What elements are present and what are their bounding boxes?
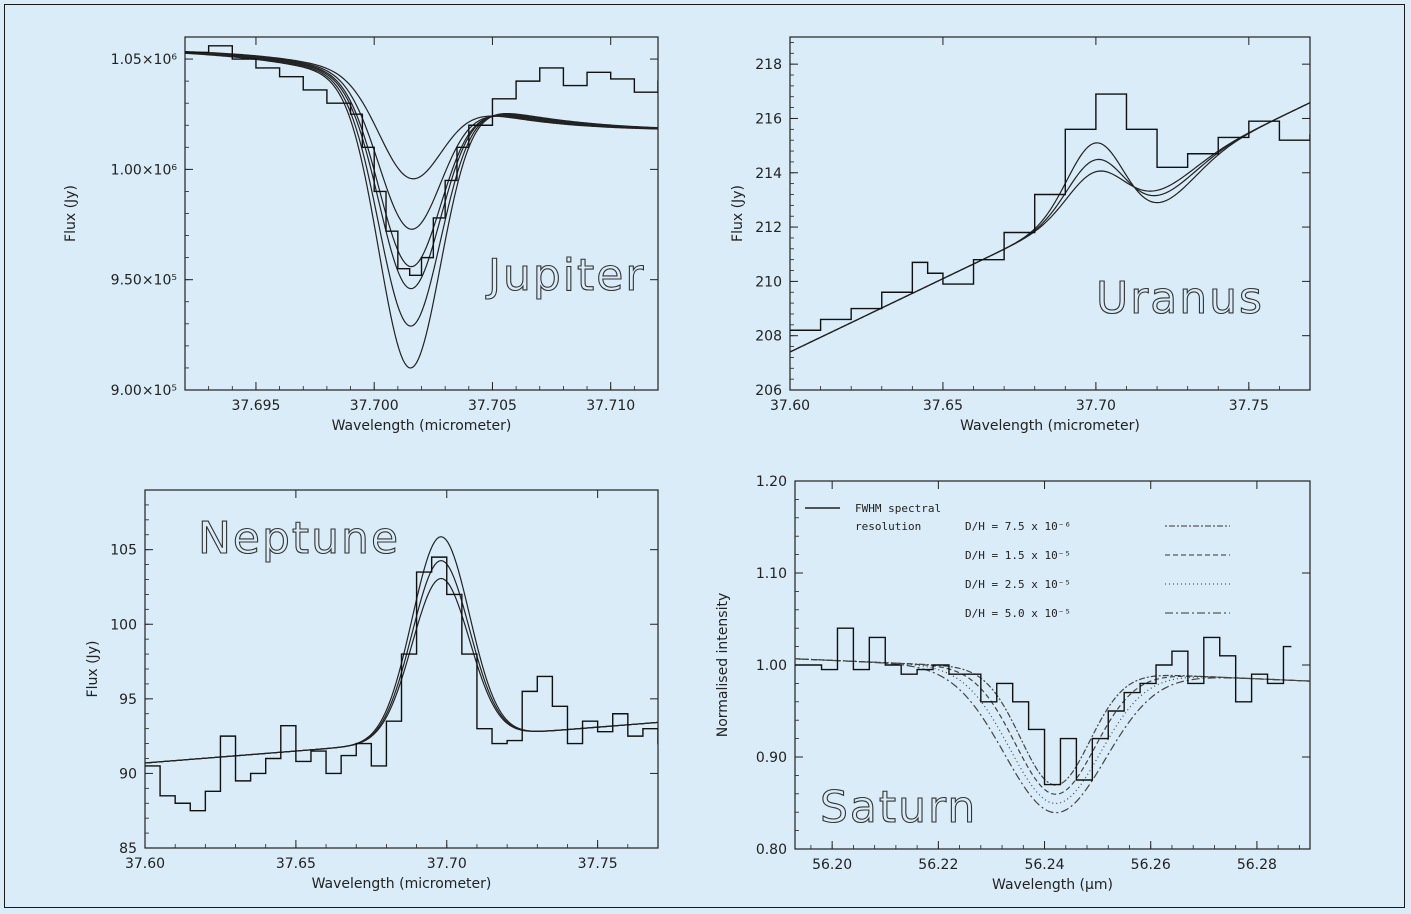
uranus-xtick-label: 37.75 bbox=[1229, 398, 1269, 414]
neptune-xtick-label: 37.70 bbox=[427, 856, 467, 872]
jupiter-model-curve bbox=[185, 52, 658, 290]
jupiter-xtick-label: 37.710 bbox=[586, 398, 635, 414]
saturn-ytick-label: 1.00 bbox=[756, 658, 787, 674]
uranus-xlabel: Wavelength (micrometer) bbox=[960, 418, 1140, 434]
uranus-panel: 37.60 37.65 37.70 37.75 206 208 210 212 214 216 21… bbox=[730, 36, 1311, 434]
jupiter-xtick-label: 37.705 bbox=[468, 398, 517, 414]
neptune-xtick-label: 37.60 bbox=[125, 856, 165, 872]
saturn-legend-entry-label: D/H = 7.5 x 10⁻⁶ bbox=[965, 520, 1071, 533]
saturn-xlabel: Wavelength (μm) bbox=[992, 877, 1113, 893]
saturn-model-curve bbox=[795, 658, 1310, 795]
neptune-ytick-label: 105 bbox=[110, 543, 137, 559]
uranus-planet-label: Uranus bbox=[1096, 273, 1264, 324]
jupiter-ylabel: Flux (Jy) bbox=[63, 185, 79, 242]
saturn-model-curve bbox=[795, 658, 1310, 805]
uranus-model-curve bbox=[790, 102, 1310, 353]
saturn-legend-entry-label: D/H = 5.0 x 10⁻⁵ bbox=[965, 607, 1071, 620]
jupiter-model-curve bbox=[185, 52, 658, 369]
neptune-ylabel: Flux (Jy) bbox=[85, 641, 101, 698]
uranus-observed-spectrum bbox=[790, 93, 1310, 331]
saturn-legend: FWHM spectral resolution D/H = 7.5 x 10⁻⁶ D… bbox=[805, 502, 1230, 620]
saturn-planet-label: Saturn bbox=[820, 782, 977, 833]
neptune-ytick-label: 85 bbox=[119, 841, 137, 857]
uranus-xtick-label: 37.65 bbox=[923, 398, 963, 414]
uranus-ytick-label: 208 bbox=[755, 329, 782, 345]
saturn-ylabel: Normalised intensity bbox=[715, 593, 731, 737]
jupiter-xtick-label: 37.695 bbox=[231, 398, 280, 414]
saturn-xtick-label: 56.26 bbox=[1131, 857, 1171, 873]
saturn-legend-entry-label: D/H = 2.5 x 10⁻⁵ bbox=[965, 578, 1071, 591]
figure-frame bbox=[4, 4, 1405, 908]
uranus-ytick-label: 212 bbox=[755, 220, 782, 236]
saturn-plot-series bbox=[795, 627, 1310, 814]
jupiter-observed-spectrum bbox=[185, 45, 658, 276]
uranus-xtick-label: 37.60 bbox=[770, 398, 810, 414]
neptune-observed-spectrum bbox=[145, 556, 658, 812]
neptune-ytick-label: 100 bbox=[110, 617, 137, 633]
uranus-ylabel: Flux (Jy) bbox=[730, 185, 746, 242]
saturn-xtick-label: 56.28 bbox=[1237, 857, 1277, 873]
uranus-ytick-label: 210 bbox=[755, 274, 782, 290]
neptune-panel: 37.60 37.65 37.70 37.75 85 90 95 100 105 Waveleng… bbox=[85, 489, 659, 892]
uranus-ytick-label: 214 bbox=[755, 166, 782, 182]
saturn-model-curve bbox=[795, 658, 1310, 814]
saturn-legend-entry-label: D/H = 1.5 x 10⁻⁵ bbox=[965, 549, 1071, 562]
jupiter-plot-area bbox=[184, 36, 659, 391]
jupiter-ytick-label: 9.00×10⁵ bbox=[111, 383, 177, 399]
jupiter-ytick-label: 1.05×10⁶ bbox=[111, 52, 178, 68]
saturn-panel: 56.20 56.22 56.24 56.26 56.28 0.80 0.90 1.00 1.1… bbox=[715, 474, 1311, 893]
jupiter-model-curve bbox=[185, 50, 658, 180]
saturn-ytick-label: 1.20 bbox=[756, 474, 787, 490]
neptune-plot-series bbox=[145, 536, 658, 812]
jupiter-ytick-label: 9.50×10⁵ bbox=[111, 273, 177, 289]
uranus-plot-series bbox=[790, 93, 1310, 353]
jupiter-plot-series bbox=[185, 45, 658, 369]
uranus-ytick-label: 218 bbox=[755, 57, 782, 73]
saturn-xtick-label: 56.20 bbox=[812, 857, 852, 873]
neptune-planet-label: Neptune bbox=[198, 513, 400, 564]
uranus-ytick-label: 216 bbox=[755, 111, 782, 127]
saturn-ytick-label: 1.10 bbox=[756, 566, 787, 582]
uranus-plot-area bbox=[789, 36, 1311, 391]
neptune-ytick-label: 90 bbox=[119, 766, 137, 782]
jupiter-model-curve bbox=[185, 52, 658, 327]
neptune-xtick-label: 37.65 bbox=[276, 856, 316, 872]
neptune-ytick-label: 95 bbox=[119, 692, 137, 708]
jupiter-xtick-label: 37.700 bbox=[350, 398, 399, 414]
neptune-xlabel: Wavelength (micrometer) bbox=[312, 876, 492, 892]
saturn-observed-spectrum bbox=[795, 627, 1292, 786]
saturn-model-curve bbox=[795, 658, 1310, 786]
saturn-legend-resolution-label: FWHM spectral bbox=[855, 502, 941, 515]
jupiter-xlabel: Wavelength (micrometer) bbox=[332, 418, 512, 434]
saturn-xtick-label: 56.24 bbox=[1024, 857, 1064, 873]
uranus-ytick-label: 206 bbox=[755, 383, 782, 399]
jupiter-planet-label: Jupiter bbox=[485, 250, 645, 301]
jupiter-ytick-label: 1.00×10⁶ bbox=[111, 162, 178, 178]
saturn-ytick-label: 0.90 bbox=[756, 750, 787, 766]
saturn-ytick-label: 0.80 bbox=[756, 842, 787, 858]
jupiter-panel: 37.695 37.700 37.705 37.710 9.00×10⁵ 9.50×10⁵… bbox=[63, 36, 659, 434]
saturn-legend-resolution-label: resolution bbox=[855, 520, 921, 533]
saturn-xtick-label: 56.22 bbox=[918, 857, 958, 873]
neptune-xtick-label: 37.75 bbox=[578, 856, 618, 872]
jupiter-model-curve bbox=[185, 51, 658, 230]
uranus-xtick-label: 37.70 bbox=[1076, 398, 1116, 414]
